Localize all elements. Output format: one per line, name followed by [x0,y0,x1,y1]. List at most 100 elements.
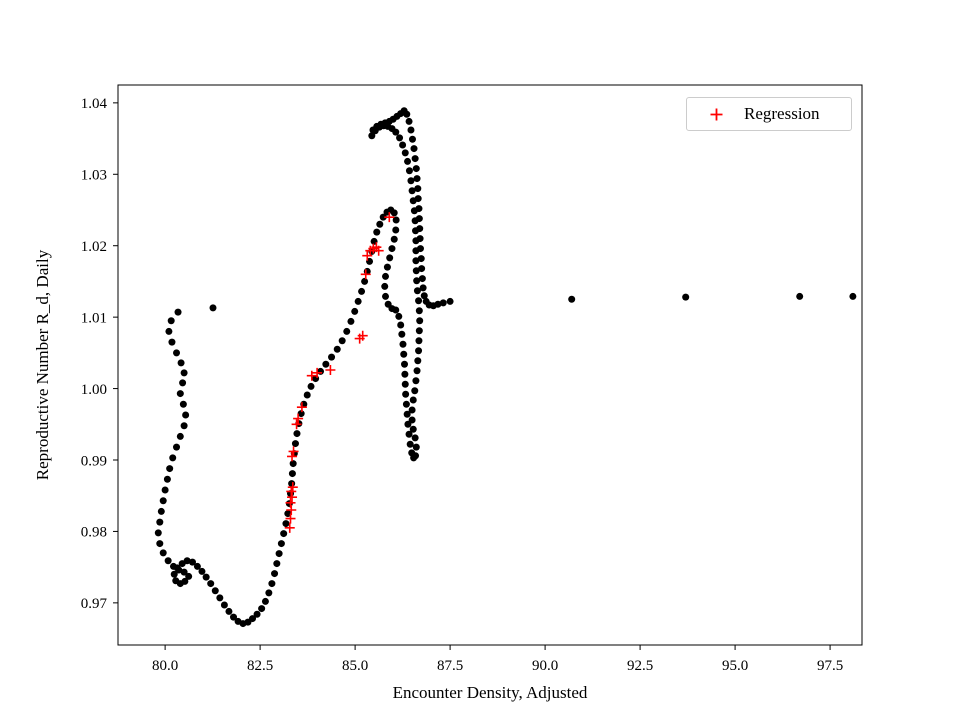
data-point [796,292,804,300]
data-point [407,126,415,134]
data-point [159,549,167,557]
regression-point [285,497,296,508]
y-tick-label: 0.99 [81,453,107,469]
y-tick-label: 1.03 [81,168,107,184]
data-point [198,567,206,575]
data-point [211,587,219,595]
x-tick-label: 82.5 [247,658,273,674]
data-point [179,400,187,408]
data-point [415,215,423,223]
data-point [434,300,442,308]
data-point [183,557,191,565]
data-point [373,228,381,236]
data-point [182,411,190,419]
data-point [415,205,423,213]
data-point [180,568,188,576]
data-point [568,295,576,303]
data-point [159,497,167,505]
data-point [412,377,420,385]
data-point [176,390,184,398]
y-tick-label: 0.98 [81,525,107,541]
data-point [185,572,193,580]
data-point [293,430,301,438]
data-point [409,396,417,404]
data-point [202,573,210,581]
regression-point [293,413,304,424]
data-point [382,292,390,300]
data-point [161,486,169,494]
data-point [413,367,421,375]
data-point [164,557,172,565]
data-point [418,265,426,273]
data-point [412,443,420,451]
x-tick-label: 87.5 [437,658,463,674]
data-point [415,297,423,305]
data-point [383,263,391,271]
x-tick-label: 92.5 [627,658,653,674]
data-point [415,347,423,355]
data-point [388,245,396,253]
data-point [284,510,292,518]
data-point [303,391,311,399]
data-point [416,225,424,233]
data-point [249,615,257,623]
data-point [268,580,276,588]
data-point [404,157,412,165]
regression-point [286,486,297,497]
data-point [417,255,425,263]
data-point [168,338,176,346]
data-point [401,370,409,378]
data-point [273,560,281,568]
data-point [382,272,390,280]
data-point [408,135,416,143]
data-point [401,380,409,388]
y-tick-label: 1.01 [81,310,107,326]
data-point [180,369,188,377]
data-point [354,297,362,305]
data-point [174,308,182,316]
data-point [415,337,423,345]
data-point [328,353,336,361]
data-point [154,529,162,537]
data-point [408,416,416,424]
data-point [157,507,165,515]
data-point [399,340,407,348]
x-tick-label: 80.0 [152,658,178,674]
regression-point [312,367,323,378]
data-point [173,443,181,451]
data-point [403,110,411,118]
data-point [379,213,387,221]
data-point [398,330,406,338]
data-point [403,410,411,418]
data-point [173,349,181,357]
data-point [415,327,423,335]
data-point [408,406,416,414]
data-point [413,175,421,183]
regression-point [360,269,371,280]
data-point [163,475,171,483]
axes-frame [117,84,863,646]
data-point [165,327,173,335]
data-point [307,382,315,390]
data-point [397,321,405,329]
data-point [271,570,279,578]
data-point [410,145,418,153]
data-point [411,434,419,442]
data-point [682,293,690,301]
data-point [401,360,409,368]
data-point [416,245,424,253]
data-point [297,410,305,418]
x-tick-label: 90.0 [532,658,558,674]
data-point [216,594,224,602]
data-point [405,430,413,438]
data-point [351,307,359,315]
data-point [169,454,177,462]
data-point [419,284,427,292]
data-point [439,299,447,307]
x-axis-label: Encounter Density, Adjusted [393,683,588,702]
data-point [376,220,384,228]
data-point [414,185,422,193]
data-point [406,440,414,448]
data-point [413,287,421,295]
data-point [338,337,346,345]
